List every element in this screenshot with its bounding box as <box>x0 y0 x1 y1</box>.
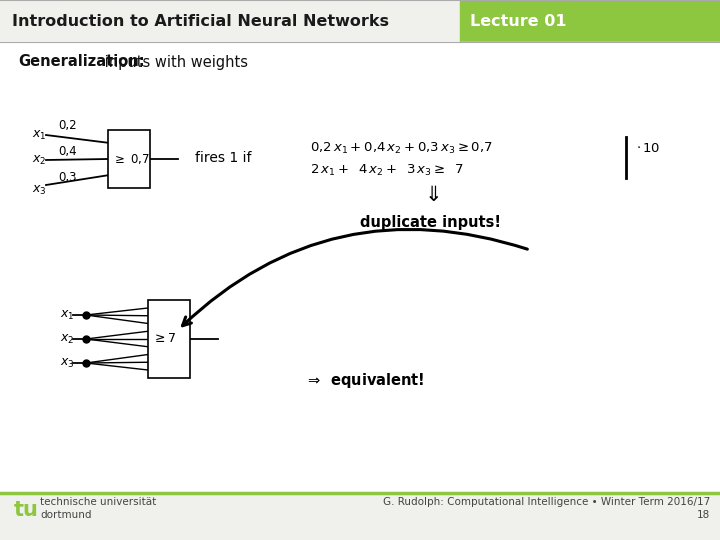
Text: 0,4: 0,4 <box>58 145 76 159</box>
Text: duplicate inputs!: duplicate inputs! <box>359 214 500 230</box>
Text: $\Downarrow$: $\Downarrow$ <box>420 185 440 205</box>
Text: $0{,}2\,x_1 + 0{,}4\,x_2 + 0{,}3\,x_3 \geq 0{,}7$: $0{,}2\,x_1 + 0{,}4\,x_2 + 0{,}3\,x_3 \g… <box>310 140 492 156</box>
Text: $x_2$: $x_2$ <box>32 153 46 166</box>
Text: $x_2$: $x_2$ <box>60 333 74 346</box>
Text: tu: tu <box>14 500 39 520</box>
Text: G. Rudolph: Computational Intelligence • Winter Term 2016/17: G. Rudolph: Computational Intelligence •… <box>383 497 710 507</box>
Text: $x_1$: $x_1$ <box>60 308 74 321</box>
Text: 18: 18 <box>697 510 710 520</box>
Text: 0,3: 0,3 <box>58 172 76 185</box>
Text: fires 1 if: fires 1 if <box>195 151 251 165</box>
Text: $\cdot\,10$: $\cdot\,10$ <box>636 141 660 154</box>
Text: $x_1$: $x_1$ <box>32 129 47 141</box>
Text: Lecture 01: Lecture 01 <box>470 14 567 29</box>
Text: technische universität: technische universität <box>40 497 156 507</box>
Text: 0,2: 0,2 <box>58 118 76 132</box>
Bar <box>108 130 150 188</box>
Text: Generalization:: Generalization: <box>18 55 145 70</box>
Text: $2\,x_1 +\;\; 4\,x_2 +\;\; 3\,x_3 \geq \;\; 7$: $2\,x_1 +\;\; 4\,x_2 +\;\; 3\,x_3 \geq \… <box>310 163 464 178</box>
Bar <box>148 300 190 378</box>
Text: $x_3$: $x_3$ <box>60 356 75 369</box>
Text: dortmund: dortmund <box>40 510 91 520</box>
Text: Introduction to Artificial Neural Networks: Introduction to Artificial Neural Networ… <box>12 14 389 29</box>
Text: $\Rightarrow\,$ equivalent!: $\Rightarrow\,$ equivalent! <box>305 370 425 389</box>
Text: $\geq 7$: $\geq 7$ <box>152 333 176 346</box>
Text: $\geq$ 0,7: $\geq$ 0,7 <box>112 152 150 166</box>
Text: inputs with weights: inputs with weights <box>100 55 248 70</box>
Text: $x_3$: $x_3$ <box>32 184 47 197</box>
